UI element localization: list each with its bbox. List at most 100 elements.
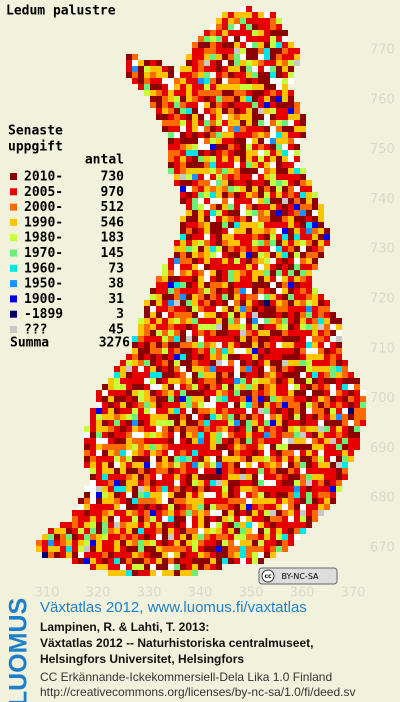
map-cell (300, 258, 306, 264)
legend-swatch (10, 203, 17, 211)
map-cell (318, 234, 324, 240)
map-cell (228, 318, 234, 324)
map-cell (138, 72, 144, 78)
map-cell (192, 342, 198, 348)
map-cell (120, 366, 126, 372)
map-cell (156, 456, 162, 462)
map-cell (204, 192, 210, 198)
map-cell (96, 558, 102, 564)
map-cell (252, 96, 258, 102)
map-cell (192, 144, 198, 150)
map-cell (186, 414, 192, 420)
map-cell (252, 222, 258, 228)
map-cell (144, 60, 150, 66)
map-cell (150, 492, 156, 498)
map-cell (240, 540, 246, 546)
map-cell (204, 132, 210, 138)
map-cell (192, 474, 198, 480)
map-cell-empty (210, 402, 216, 408)
map-cell (288, 360, 294, 366)
map-cell (156, 420, 162, 426)
map-cell (168, 444, 174, 450)
footer-link[interactable]: Växtatlas 2012, www.luomus.fi/vaxtatlas (40, 599, 307, 616)
map-cell (324, 450, 330, 456)
map-cell-empty (174, 270, 180, 276)
map-cell (246, 198, 252, 204)
map-cell (132, 546, 138, 552)
map-cell (252, 312, 258, 318)
license-url[interactable]: http://creativecommons.org/licenses/by-n… (40, 685, 355, 699)
map-cell (150, 510, 156, 516)
map-cell (252, 204, 258, 210)
map-cell (264, 48, 270, 54)
map-cell (150, 330, 156, 336)
map-cell (210, 282, 216, 288)
map-cell (84, 546, 90, 552)
map-cell (216, 264, 222, 270)
map-cell (330, 372, 336, 378)
map-cell (192, 396, 198, 402)
map-cell (66, 552, 72, 558)
map-cell (324, 480, 330, 486)
map-cell (252, 114, 258, 120)
map-cell (180, 360, 186, 366)
map-cell (264, 60, 270, 66)
map-cell (168, 360, 174, 366)
map-cell (288, 210, 294, 216)
map-cell (216, 378, 222, 384)
map-cell (294, 198, 300, 204)
map-cell (246, 84, 252, 90)
map-cell (132, 564, 138, 570)
map-cell (252, 192, 258, 198)
map-cell (198, 492, 204, 498)
map-cell (162, 126, 168, 132)
map-cell (240, 72, 246, 78)
map-cell (228, 204, 234, 210)
map-cell (168, 300, 174, 306)
map-cell (258, 186, 264, 192)
map-cell (168, 72, 174, 78)
map-cell (258, 144, 264, 150)
map-cell (168, 270, 174, 276)
map-cell (216, 414, 222, 420)
map-cell (168, 354, 174, 360)
map-cell (258, 132, 264, 138)
map-cell (144, 498, 150, 504)
map-cell (324, 384, 330, 390)
map-cell (222, 276, 228, 282)
map-cell (228, 492, 234, 498)
map-cell (258, 450, 264, 456)
map-cell (276, 264, 282, 270)
map-cell (246, 426, 252, 432)
map-cell (336, 486, 342, 492)
map-cell-empty (246, 498, 252, 504)
map-cell-empty (198, 312, 204, 318)
map-cell (276, 54, 282, 60)
map-cell (138, 396, 144, 402)
map-cell-empty (264, 366, 270, 372)
map-cell (168, 384, 174, 390)
map-cell (282, 198, 288, 204)
map-cell (204, 258, 210, 264)
map-cell (300, 204, 306, 210)
map-cell (198, 330, 204, 336)
map-cell (204, 78, 210, 84)
map-cell (144, 414, 150, 420)
map-cell (342, 414, 348, 420)
map-cell (342, 444, 348, 450)
map-cell (210, 132, 216, 138)
map-cell (96, 510, 102, 516)
map-cell (90, 456, 96, 462)
map-cell (168, 462, 174, 468)
map-cell (222, 156, 228, 162)
map-cell (354, 390, 360, 396)
map-cell (264, 510, 270, 516)
map-cell (282, 210, 288, 216)
map-cell (180, 372, 186, 378)
map-cell (168, 276, 174, 282)
map-cell (240, 330, 246, 336)
map-cell (216, 174, 222, 180)
map-cell (252, 558, 258, 564)
map-cell (228, 48, 234, 54)
map-cell (216, 48, 222, 54)
